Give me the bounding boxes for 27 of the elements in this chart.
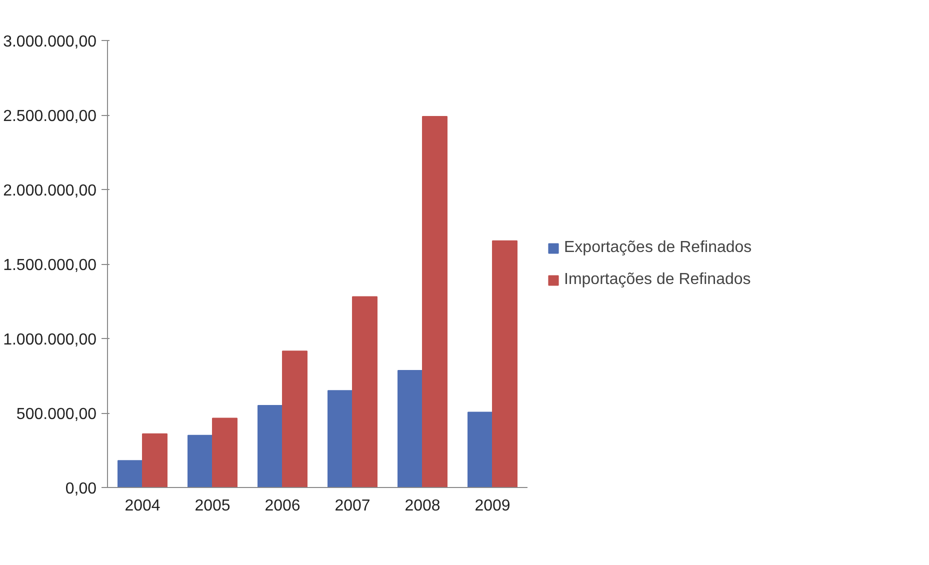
x-tick-label: 2004	[124, 498, 160, 514]
bar	[328, 390, 353, 488]
bar	[142, 433, 168, 488]
x-tick-label: 2009	[474, 498, 510, 514]
x-tick-label: 2005	[194, 498, 230, 514]
bar	[212, 418, 238, 488]
bar	[282, 350, 308, 488]
y-tick-label: 2.500.000,00	[3, 108, 97, 125]
bar	[398, 370, 423, 488]
bar	[118, 460, 143, 488]
bar	[188, 434, 213, 488]
y-tick-label: 1.500.000,00	[3, 257, 97, 274]
bar	[468, 412, 493, 488]
bar	[492, 240, 518, 488]
x-tick-label: 2007	[334, 498, 370, 514]
bar	[258, 405, 283, 488]
bar	[422, 116, 448, 488]
y-tick-label: 3.000.000,00	[3, 34, 97, 50]
bar	[352, 296, 378, 488]
legend-label: Exportações de Refinados	[564, 238, 752, 256]
y-tick-label: 0,00	[65, 480, 97, 498]
legend-label: Importações de Refinados	[564, 270, 751, 288]
y-tick-label: 2.000.000,00	[3, 182, 97, 200]
x-tick-label: 2006	[264, 498, 300, 514]
y-tick-label: 1.000.000,00	[3, 332, 97, 348]
y-tick-label: 500.000,00	[16, 406, 97, 423]
x-tick-label: 2008	[404, 498, 440, 514]
